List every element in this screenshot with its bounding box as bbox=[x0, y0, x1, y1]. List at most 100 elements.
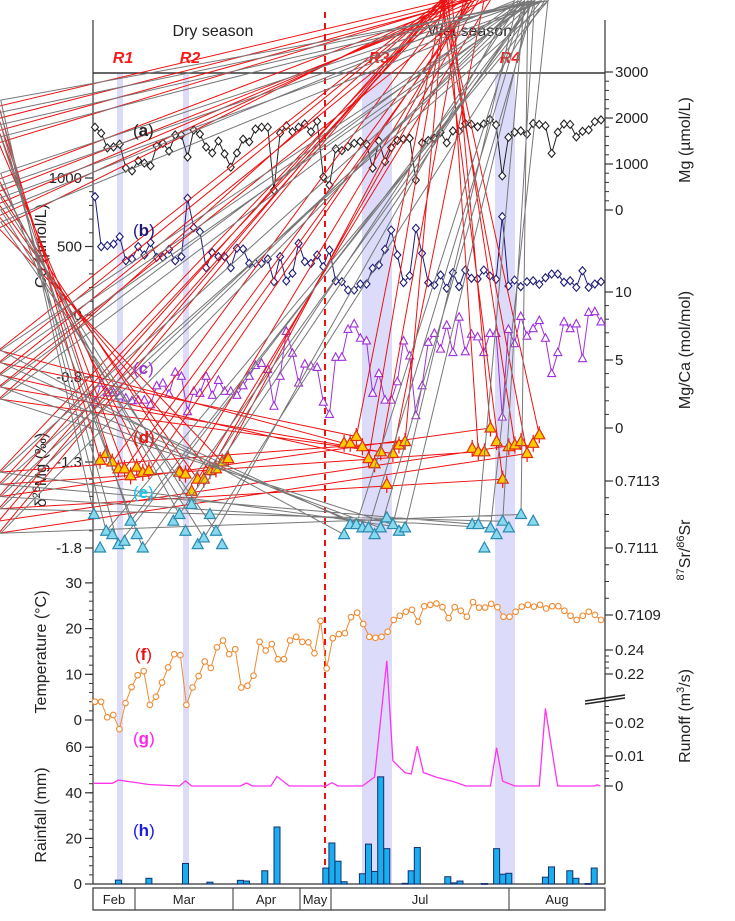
series-a-point bbox=[547, 148, 556, 159]
series-c-point bbox=[256, 357, 267, 367]
series-f-point bbox=[402, 608, 410, 616]
series-f-point bbox=[494, 603, 501, 611]
series-f-point bbox=[323, 665, 331, 672]
rainfall-bar bbox=[328, 842, 336, 885]
series-f-point bbox=[518, 603, 526, 611]
series-f-point bbox=[201, 658, 209, 665]
series-a-point bbox=[214, 136, 223, 146]
series-e-point bbox=[496, 513, 510, 526]
runoff-tick-label: 0.24 bbox=[615, 642, 644, 659]
series-f-point bbox=[445, 614, 452, 622]
series-e-point bbox=[117, 534, 132, 546]
mgca-tick-label: 10 bbox=[615, 284, 632, 301]
series-d-line bbox=[0, 0, 491, 481]
series-f-point bbox=[244, 682, 251, 690]
series-f-point bbox=[219, 637, 227, 644]
series-b-point bbox=[565, 275, 575, 286]
t-tick-label: 0 bbox=[74, 712, 82, 729]
series-d-point bbox=[483, 420, 498, 433]
mgca-tick-label: 0 bbox=[615, 420, 623, 437]
series-b-point bbox=[541, 272, 550, 283]
panel-label-b: (b) bbox=[133, 221, 155, 240]
series-c-point bbox=[546, 367, 557, 378]
series-b-point bbox=[226, 262, 235, 273]
series-f-point bbox=[134, 671, 142, 679]
series-a-point bbox=[349, 138, 359, 149]
series-c-point bbox=[423, 336, 434, 346]
series-e-point bbox=[337, 527, 351, 540]
series-f-point bbox=[146, 701, 154, 709]
rainfall-bar bbox=[371, 870, 379, 885]
series-e-point bbox=[483, 520, 498, 533]
panel-letter-f: f bbox=[141, 645, 147, 664]
series-f-point bbox=[176, 651, 184, 659]
series-b-point bbox=[300, 256, 310, 267]
t-tick-label: 10 bbox=[65, 666, 82, 683]
series-f-point bbox=[597, 616, 605, 624]
rainfall-bar bbox=[365, 843, 372, 885]
series-b-point bbox=[90, 191, 100, 202]
series-c-point bbox=[361, 335, 372, 345]
series-f bbox=[91, 598, 605, 733]
series-c-point bbox=[565, 323, 576, 333]
event-band-r1 bbox=[117, 73, 123, 884]
series-c-point bbox=[559, 316, 569, 326]
series-g-line bbox=[94, 660, 601, 787]
series-e-point bbox=[526, 513, 540, 526]
series-a-point bbox=[362, 139, 371, 150]
series-a-point bbox=[442, 138, 451, 148]
rainfall-bar bbox=[456, 880, 464, 885]
series-d-point bbox=[221, 451, 235, 464]
series-f-point bbox=[585, 608, 593, 616]
series-d-point bbox=[465, 441, 479, 453]
series-d-point bbox=[361, 451, 376, 464]
series-d-point bbox=[374, 444, 388, 457]
series-e-point bbox=[490, 527, 504, 540]
series-f-point bbox=[457, 607, 465, 615]
series-e-point bbox=[178, 524, 193, 536]
panel-labels: (a) (b) (c) (d) (e) (f) (g) (h) bbox=[133, 121, 155, 840]
series-c-point bbox=[386, 394, 397, 404]
series-b-point bbox=[356, 279, 365, 289]
rainfall-bar bbox=[401, 882, 409, 885]
panel-letter-b: b bbox=[139, 221, 149, 240]
series-a-point bbox=[232, 148, 242, 158]
series-f-point bbox=[225, 650, 233, 658]
series-c-point bbox=[528, 323, 539, 333]
series-f-point bbox=[213, 643, 221, 651]
series-a-point bbox=[306, 126, 316, 137]
series-d-point bbox=[520, 446, 534, 459]
series-e-point bbox=[398, 520, 412, 533]
series-f-point bbox=[433, 600, 440, 607]
series-a-point bbox=[522, 129, 532, 139]
series-e-point bbox=[172, 507, 186, 520]
series-d-point bbox=[343, 436, 357, 448]
series-c-point bbox=[219, 385, 230, 395]
series-f-point bbox=[231, 645, 239, 653]
series-d bbox=[0, 0, 546, 534]
series-c-point bbox=[336, 351, 347, 361]
series-c-point bbox=[392, 376, 403, 386]
series-d-point bbox=[526, 436, 540, 448]
series-f-point bbox=[268, 640, 276, 648]
rain-tick-label: 40 bbox=[65, 785, 82, 802]
panel-label-a: (a) bbox=[133, 121, 154, 140]
runoff-title-rest: /s) bbox=[677, 669, 694, 687]
panel-label-e: (e) bbox=[133, 483, 154, 502]
series-e-point bbox=[93, 540, 107, 553]
series-a-point bbox=[553, 127, 563, 138]
series-e-point bbox=[99, 524, 113, 536]
series-b-point bbox=[374, 260, 384, 270]
series-f-point bbox=[347, 613, 355, 621]
series-a-point bbox=[572, 132, 581, 142]
series-f-point bbox=[567, 612, 574, 620]
series-c-point bbox=[201, 370, 211, 380]
series-e-point bbox=[191, 537, 205, 550]
series-d-point bbox=[130, 459, 144, 472]
series-b-point bbox=[454, 281, 464, 292]
ca-tick-label: 500 bbox=[57, 239, 82, 256]
series-b bbox=[90, 191, 606, 295]
series-f-point bbox=[512, 608, 520, 616]
series-a-point bbox=[220, 149, 229, 159]
series-a-point bbox=[245, 137, 254, 147]
